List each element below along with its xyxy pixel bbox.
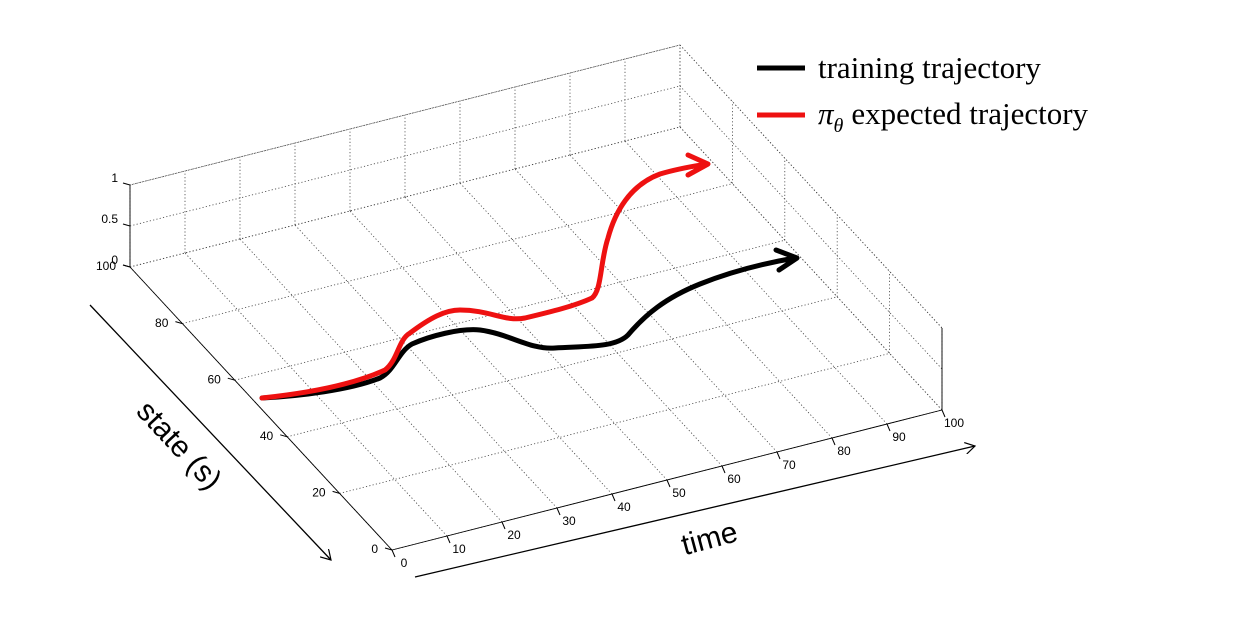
grid-line bbox=[294, 224, 558, 509]
training-trajectory bbox=[259, 247, 800, 401]
y-tick bbox=[227, 377, 235, 381]
y-tick-label: 20 bbox=[312, 486, 326, 500]
x-tick-label: 30 bbox=[562, 514, 576, 528]
x-tick-label: 0 bbox=[401, 556, 408, 570]
grid-line bbox=[234, 239, 785, 381]
z-tick bbox=[122, 223, 131, 227]
y-tick bbox=[332, 490, 340, 494]
y-tick-label: 60 bbox=[207, 372, 221, 386]
x-tick-label: 90 bbox=[892, 430, 906, 444]
grid-line bbox=[569, 154, 833, 439]
x-tick-label: 50 bbox=[672, 486, 686, 500]
grid-line bbox=[129, 126, 681, 268]
x-tick bbox=[556, 507, 561, 516]
grid-line bbox=[339, 353, 890, 494]
grid-line bbox=[679, 44, 943, 329]
legend: training trajectory πθ expected trajector… bbox=[757, 50, 1089, 137]
z-tick bbox=[122, 182, 131, 186]
grid-line bbox=[459, 182, 723, 467]
z-tick-label: 1 bbox=[111, 171, 118, 185]
x-tick bbox=[886, 423, 891, 432]
y-tick bbox=[280, 434, 288, 438]
x-tick bbox=[446, 535, 451, 544]
x-tick bbox=[611, 493, 616, 502]
y-tick-label: 0 bbox=[371, 542, 378, 556]
x-tick-label: 20 bbox=[507, 528, 521, 542]
expected-trajectory bbox=[259, 152, 711, 401]
z-tick-label: 0.5 bbox=[101, 212, 118, 226]
y-tick-label: 80 bbox=[155, 316, 169, 330]
grid-line bbox=[129, 44, 681, 186]
x-tick bbox=[776, 451, 781, 460]
x-tick-label: 80 bbox=[837, 444, 851, 458]
x-tick bbox=[666, 479, 671, 488]
x-axis-label: time bbox=[678, 516, 741, 563]
x-tick bbox=[721, 465, 726, 474]
x-tick-label: 40 bbox=[617, 500, 631, 514]
x-tick bbox=[391, 549, 396, 558]
x-tick bbox=[501, 521, 506, 530]
state-axis-arrow bbox=[89, 304, 331, 560]
y-axis-label: state (s) bbox=[130, 395, 228, 497]
legend-label: πθ expected trajectory bbox=[818, 96, 1089, 137]
time-axis-arrow bbox=[414, 446, 975, 578]
grid-line bbox=[129, 85, 681, 227]
legend-label: training trajectory bbox=[818, 50, 1041, 85]
x-tick bbox=[941, 409, 946, 418]
grid-line bbox=[287, 296, 838, 438]
grid-line bbox=[349, 210, 613, 495]
grid bbox=[129, 44, 943, 551]
grid-line bbox=[624, 140, 888, 425]
box-edge bbox=[129, 266, 393, 551]
x-tick-label: 10 bbox=[452, 542, 466, 556]
z-tick-label: 0 bbox=[111, 253, 118, 267]
x-tick-label: 60 bbox=[727, 472, 741, 486]
y-tick bbox=[175, 321, 183, 325]
grid-line bbox=[182, 183, 733, 324]
grid-line bbox=[129, 44, 681, 186]
x-tick-label: 100 bbox=[944, 416, 964, 430]
z-tick bbox=[122, 264, 131, 268]
x-tick-label: 70 bbox=[782, 458, 796, 472]
x-tick bbox=[831, 437, 836, 446]
y-tick-label: 40 bbox=[260, 429, 274, 443]
y-tick bbox=[384, 547, 393, 551]
y-tick-label: 100 bbox=[96, 259, 116, 273]
